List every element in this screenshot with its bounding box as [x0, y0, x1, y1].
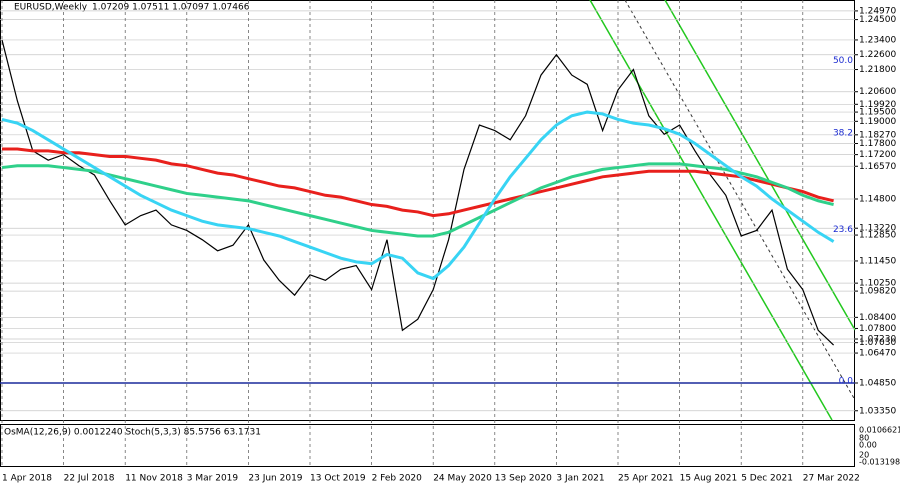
x-tick-label: 25 Apr 2021 — [618, 474, 674, 484]
fib-label: 0.0 — [839, 376, 854, 386]
x-tick-label: 23 Jun 2019 — [248, 474, 302, 484]
price-line — [1, 39, 835, 346]
indicator-title: OsMA(12,26,9) 0.0012240 Stoch(5,3,3) 85.… — [4, 428, 261, 438]
y-tick-label: 1.07800 — [859, 324, 896, 334]
y-tick-label: 1.14800 — [859, 194, 896, 204]
moving-average-line — [2, 147, 834, 218]
y-tick-label: 1.04850 — [859, 379, 896, 389]
y-tick-label: 1.17800 — [859, 139, 896, 149]
moving-average-line — [1, 110, 835, 281]
y-tick-label: 1.19500 — [859, 108, 896, 118]
y-tick-label: 1.23400 — [859, 35, 896, 45]
indicator-scale-label: -0.013198 — [859, 458, 900, 467]
channel-line — [589, 0, 833, 421]
y-tick-label: 1.07030 — [859, 338, 896, 348]
indicator-pane-frame — [0, 424, 855, 467]
y-tick-label: 1.19920 — [859, 100, 896, 110]
y-tick-label: 1.13220 — [859, 224, 896, 234]
indicator-scale-label: 20 — [859, 451, 869, 460]
y-tick-label: 1.10250 — [859, 279, 896, 289]
fib-label: 23.6 — [833, 225, 853, 235]
x-tick-label: 11 Nov 2018 — [125, 474, 183, 484]
x-tick-label: 27 Mar 2022 — [803, 474, 860, 484]
indicator-scale-label: 0.00 — [859, 441, 877, 450]
fib-label: 38.2 — [833, 129, 853, 139]
channel-mid-line — [624, 0, 856, 401]
y-tick-label: 1.09820 — [859, 287, 896, 297]
y-tick-label: 1.16570 — [859, 162, 896, 172]
indicator-scale-label: 80 — [859, 434, 869, 443]
y-tick-label: 1.20600 — [859, 87, 896, 97]
x-tick-label: 15 Aug 2021 — [680, 474, 738, 484]
y-tick-label: 1.19000 — [859, 117, 896, 127]
x-tick-label: 5 Dec 2021 — [741, 474, 793, 484]
y-tick-label: 1.18270 — [859, 130, 896, 140]
x-tick-label: 22 Jul 2018 — [64, 474, 115, 484]
x-tick-label: 13 Sep 2020 — [495, 474, 552, 484]
x-tick-label: 24 May 2020 — [433, 474, 492, 484]
x-tick-label: 3 Mar 2019 — [187, 474, 239, 484]
indicator-scale-label: 0.0106621 — [859, 426, 900, 435]
y-tick-label: 1.22600 — [859, 50, 896, 60]
y-tick-label: 1.08400 — [859, 313, 896, 323]
y-tick-label: 1.03350 — [859, 406, 896, 416]
moving-average-line — [1, 162, 834, 238]
y-tick-label: 1.06470 — [859, 349, 896, 359]
y-tick-label: 1.24970 — [859, 6, 896, 16]
chart-title: EURUSD,Weekly — [14, 3, 88, 13]
chart-subtitle: 1.07209 1.07511 1.07097 1.07466 — [92, 3, 250, 13]
y-tick-label: 1.12850 — [859, 231, 896, 241]
x-tick-label: 1 Apr 2018 — [2, 474, 52, 484]
x-tick-label: 3 Jan 2021 — [556, 474, 604, 484]
y-tick-label: 1.11450 — [859, 256, 896, 266]
y-tick-label: 1.17200 — [859, 150, 896, 160]
x-tick-label: 2 Feb 2020 — [372, 474, 423, 484]
y-tick-label: 1.21800 — [859, 65, 896, 75]
y-tick-label: 1.24500 — [859, 15, 896, 25]
main-pane-frame — [0, 0, 855, 421]
x-tick-label: 13 Oct 2019 — [310, 474, 366, 484]
y-tick-label: 1.07230 — [859, 334, 896, 344]
fib-label: 50.0 — [833, 56, 853, 66]
